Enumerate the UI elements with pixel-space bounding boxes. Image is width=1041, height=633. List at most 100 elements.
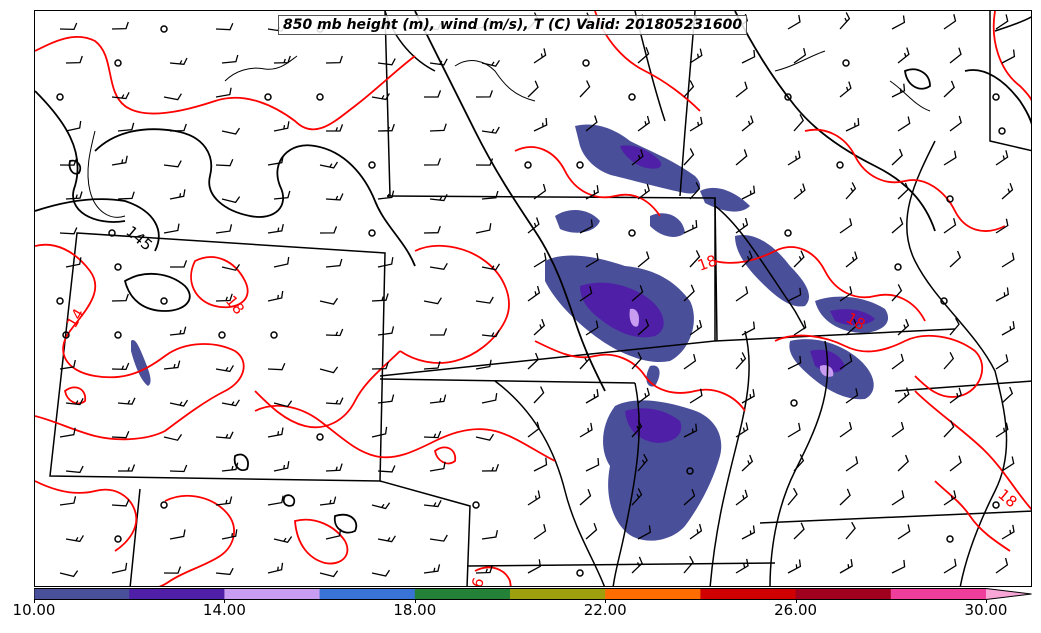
calm-wind-circle [114,59,122,67]
wind-barb [839,354,853,370]
wind-barb [163,566,182,574]
wind-barb [533,318,546,336]
wind-barb [631,420,643,438]
temp-contour-7 [534,340,746,412]
calm-wind-circle [316,93,324,101]
wind-barb [637,251,650,268]
wind-barb [429,194,448,202]
wind-barb [891,353,904,370]
wind-barb [579,80,591,98]
wind-barb [741,115,754,132]
wind-barb [943,420,955,438]
colorbar-tick-mark [414,600,416,603]
shade-blob-5 [629,308,640,327]
map-title: 850 mb height (m), wind (m/s), T (C) Val… [278,15,748,35]
wind-barb [118,464,136,472]
temperature-contours [35,11,1031,586]
calm-wind-circle [946,535,954,543]
colorbar-tick-label: 26.00 [774,601,818,619]
height-contour-6 [233,453,249,471]
wind-barb [689,388,703,404]
border-line-5 [129,488,141,586]
wind-barb [267,290,284,302]
wind-barb [527,421,540,438]
wind-barb [325,397,344,405]
wind-barb [59,427,76,438]
border-line-8 [714,328,956,342]
wind-barb [689,319,703,336]
calm-wind-circle [992,501,1000,509]
map-canvas: 145 14 18 18 18 18 6 [35,11,1031,586]
wind-barb [215,567,234,576]
wind-barb [527,217,540,234]
wind-barb [1001,182,1014,200]
wind-barb [1001,524,1015,540]
wind-barb [215,365,234,373]
temp-contour-16 [294,518,349,565]
calm-wind-circle [218,331,226,339]
wind-barb [897,524,911,540]
calm-wind-circle [114,331,122,339]
wind-barb [221,264,241,271]
wind-barb [221,54,239,64]
colorbar-segment [34,588,130,600]
wind-barb [111,21,129,30]
wind-barb [215,159,234,167]
temp-contour-1 [35,36,416,131]
shade-blob-4 [580,282,664,338]
wind-barb [111,499,130,507]
wind-barb [949,115,962,132]
height-contour-3 [414,11,606,392]
wind-barb [845,388,859,404]
wind-barb [689,523,703,540]
wind-barb [683,488,696,506]
border-line-21 [994,16,1031,32]
wind-barb [377,535,396,543]
border-line-4 [384,11,391,197]
calm-wind-circle [628,93,636,101]
wind-barb [377,257,394,268]
wind-barb [424,90,442,98]
wind-barb [579,422,593,438]
wind-barb [949,317,960,336]
wind-barb [267,427,284,438]
wind-barb [481,463,500,472]
wind-barb [429,534,448,542]
wind-barb [215,22,234,31]
wind-barb [273,461,290,472]
wind-barb [325,463,343,472]
border-line-13 [714,205,806,330]
wind-barb [429,262,448,271]
colorbar [34,588,1032,600]
wind-barb [891,421,905,438]
wind-barb [423,564,441,574]
wind-barb [325,55,343,64]
wind-barb [637,453,648,472]
wind-barb [325,193,344,201]
colorbar-tick-label: 10.00 [12,601,56,619]
wind-barb [637,387,650,404]
wind-barb [117,397,136,405]
wind-barb [891,217,904,234]
wind-barb [637,525,652,540]
temp-contour-17 [474,566,512,586]
wind-barb [163,93,182,101]
colorbar-tick-label: 14.00 [202,601,246,619]
calm-wind-circle [992,93,1000,101]
wind-barb [221,399,240,407]
wind-barb [215,293,233,302]
wind-barb [735,149,748,166]
wind-barb [117,122,135,132]
wind-barb [59,227,78,235]
calm-wind-markers [56,25,1006,577]
temp-label-18-b: 18 [695,251,719,274]
wind-barb [481,126,500,134]
border-line-19 [494,380,606,586]
wind-barb [377,123,395,132]
wind-barb [845,118,860,132]
wind-barb [793,522,805,540]
calm-wind-circle [56,93,64,101]
wind-barb [475,223,492,234]
wind-barb [735,489,748,506]
wind-barb [943,352,955,370]
